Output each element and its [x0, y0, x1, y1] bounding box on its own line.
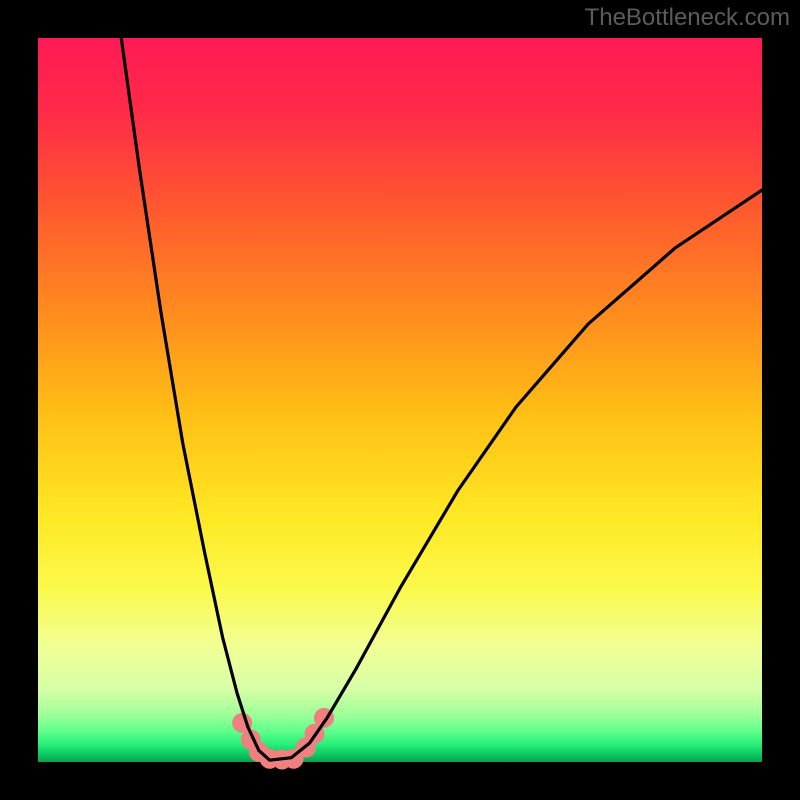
gradient-plot-area [38, 38, 762, 762]
attribution-text: TheBottleneck.com [585, 4, 790, 32]
chart-container: TheBottleneck.com [0, 0, 800, 800]
